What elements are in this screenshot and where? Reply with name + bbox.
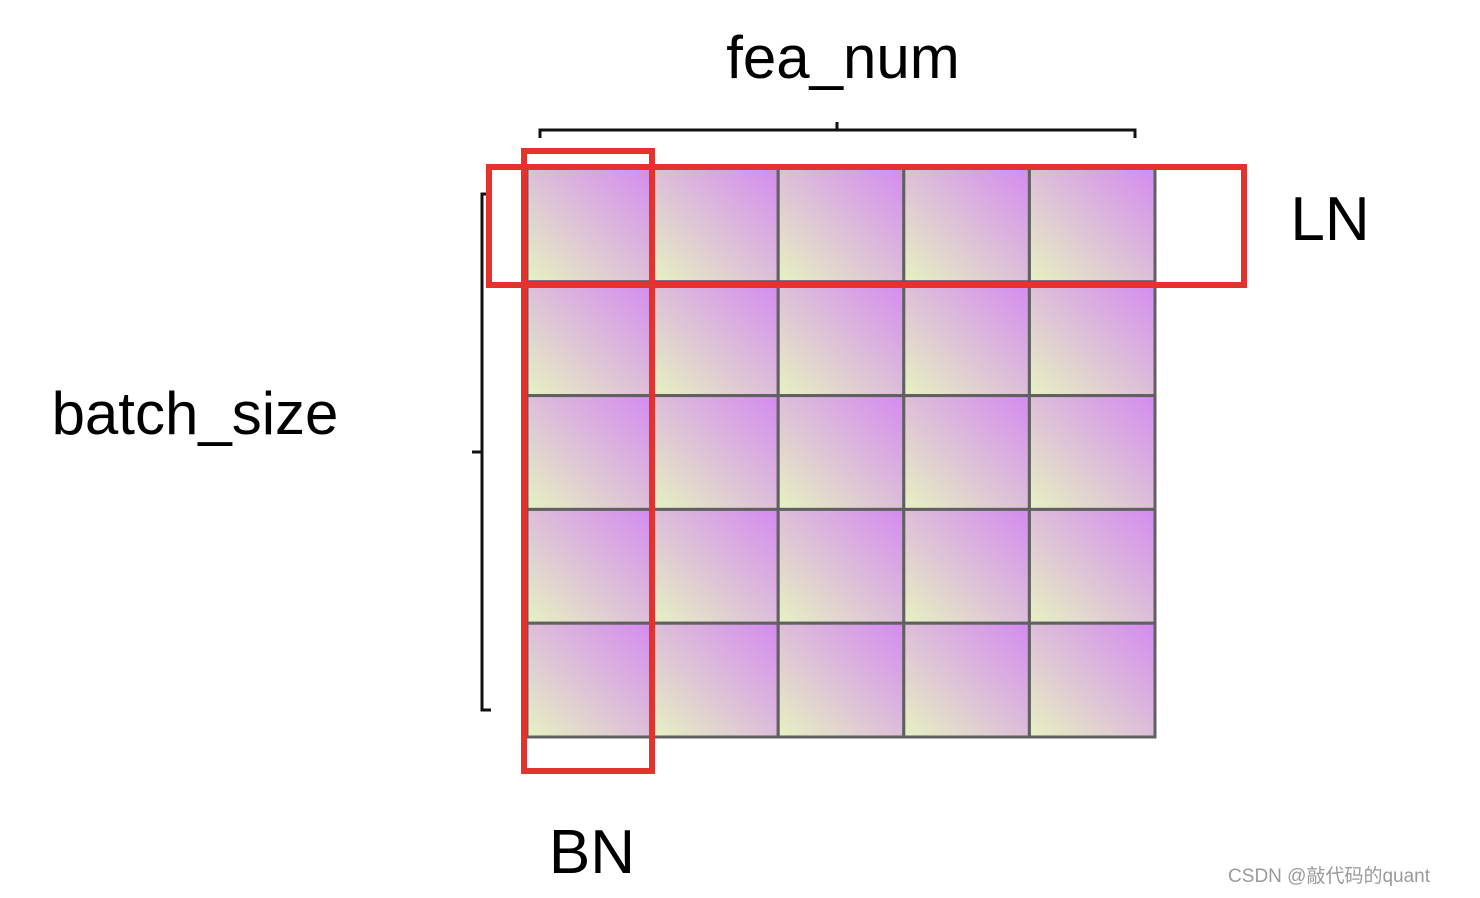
ln-highlight-box [486, 164, 1247, 288]
matrix-cell-r2-c4 [902, 280, 1031, 398]
feature-matrix [525, 166, 1157, 739]
matrix-cell-r2-c5 [1027, 280, 1157, 398]
matrix-cell-r3-c5 [1027, 394, 1157, 511]
matrix-cell-r4-c4 [902, 507, 1031, 625]
fea-num-bracket [538, 122, 1137, 138]
batch-size-bracket [472, 192, 491, 712]
watermark: CSDN @敲代码的quant [1228, 866, 1430, 887]
matrix-cell-r1-c5 [1027, 166, 1157, 284]
matrix-cell-r5-c4 [902, 621, 1031, 739]
matrix-cell-r3-c4 [902, 394, 1031, 511]
matrix-cell-r3-c1 [525, 394, 655, 511]
matrix-cell-r5-c2 [651, 621, 780, 739]
matrix-cell-r4-c3 [776, 507, 906, 625]
matrix-cell-r2-c2 [651, 280, 780, 398]
matrix-cell-r1-c3 [776, 166, 906, 284]
bn-label: BN [549, 818, 635, 887]
matrix-cell-r3-c3 [776, 394, 906, 511]
matrix-cell-r4-c1 [525, 507, 655, 625]
matrix-cell-r2-c1 [525, 280, 655, 398]
matrix-cell-r1-c4 [902, 166, 1031, 284]
matrix-cell-r5-c5 [1027, 621, 1157, 739]
matrix-cell-r4-c2 [651, 507, 780, 625]
matrix-cell-r2-c3 [776, 280, 906, 398]
ln-label: LN [1290, 185, 1369, 254]
bn-highlight-box [521, 148, 655, 774]
matrix-cell-r1-c2 [651, 166, 780, 284]
fea-num-label: fea_num [726, 24, 960, 91]
batch-size-label: batch_size [52, 380, 339, 447]
matrix-cell-r4-c5 [1027, 507, 1157, 625]
matrix-cell-r5-c1 [525, 621, 655, 739]
matrix-cell-r3-c2 [651, 394, 780, 511]
matrix-cell-r1-c1 [525, 166, 655, 284]
matrix-cell-r5-c3 [776, 621, 906, 739]
